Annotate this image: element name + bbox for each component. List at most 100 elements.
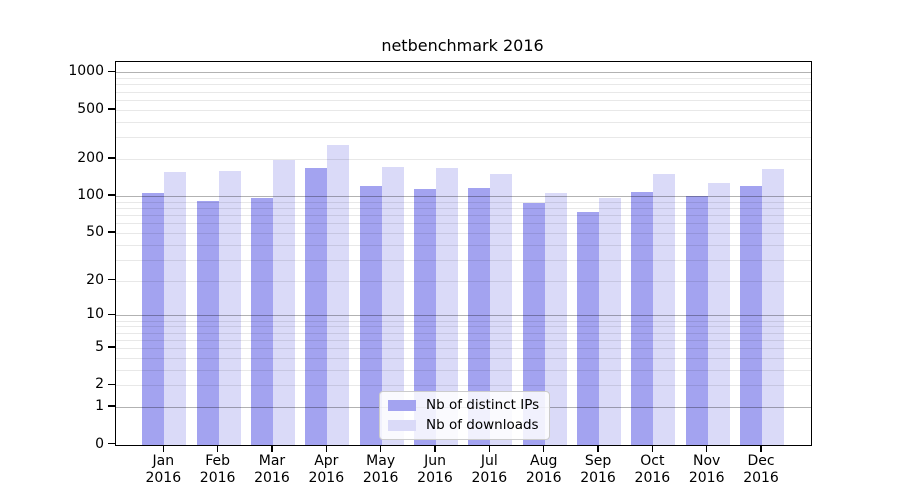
y-tick-label-1: 1 bbox=[95, 398, 104, 415]
y-tick-label-20: 20 bbox=[86, 271, 104, 288]
gridline-8 bbox=[116, 326, 811, 328]
bar-downloads-jan bbox=[164, 172, 187, 445]
x-tick-label-jan: Jan 2016 bbox=[145, 453, 182, 486]
y-tick-label-50: 50 bbox=[86, 223, 104, 240]
x-tick-label-dec: Dec 2016 bbox=[743, 453, 779, 486]
gridline-400 bbox=[116, 121, 811, 123]
y-tick-label-10: 10 bbox=[86, 306, 104, 323]
gridline-2 bbox=[116, 385, 811, 387]
legend-label-distinct-ips: Nb of distinct IPs bbox=[426, 397, 540, 413]
bar-downloads-nov bbox=[707, 183, 730, 445]
gridline-40 bbox=[116, 244, 811, 246]
bar-downloads-oct bbox=[653, 174, 676, 445]
x-tick-mark-jan bbox=[162, 446, 165, 452]
legend-swatch-downloads bbox=[388, 419, 416, 431]
x-tick-label-nov: Nov 2016 bbox=[688, 453, 725, 486]
gridline-7 bbox=[116, 332, 811, 334]
gridline-500 bbox=[116, 109, 811, 111]
y-tick-mark-10 bbox=[108, 313, 115, 316]
x-tick-mark-may bbox=[379, 446, 382, 452]
x-tick-label-jul: Jul 2016 bbox=[471, 453, 508, 486]
bar-downloads-dec bbox=[762, 169, 785, 445]
gridline-700 bbox=[116, 91, 811, 93]
bar-downloads-mar bbox=[272, 159, 295, 445]
gridline-100 bbox=[116, 195, 811, 197]
legend-swatch-distinct-ips bbox=[388, 399, 416, 411]
y-tick-label-0: 0 bbox=[95, 435, 104, 452]
y-tick-mark-100 bbox=[108, 194, 115, 196]
bar-ips-oct bbox=[631, 192, 654, 445]
x-tick-mark-oct bbox=[651, 446, 654, 452]
gridline-600 bbox=[116, 99, 811, 101]
x-tick-mark-apr bbox=[325, 446, 328, 452]
x-tick-label-jun: Jun 2016 bbox=[417, 453, 453, 486]
y-tick-label-1000: 1000 bbox=[68, 63, 104, 80]
gridline-70 bbox=[116, 214, 811, 216]
y-tick-mark-50 bbox=[108, 230, 115, 233]
bars-layer bbox=[116, 62, 811, 445]
x-tick-mark-jul bbox=[488, 446, 491, 452]
y-tick-label-200: 200 bbox=[77, 149, 104, 166]
y-tick-label-2: 2 bbox=[95, 376, 104, 393]
legend-item-downloads: Nb of downloads bbox=[388, 417, 539, 433]
bar-ips-feb bbox=[196, 200, 219, 445]
x-tick-mark-jun bbox=[434, 446, 436, 452]
y-tick-mark-20 bbox=[108, 278, 115, 281]
x-tick-label-feb: Feb 2016 bbox=[199, 453, 236, 486]
gridline-800 bbox=[116, 84, 811, 86]
x-tick-mark-dec bbox=[760, 446, 762, 452]
gridline-3 bbox=[116, 369, 811, 371]
bar-ips-mar bbox=[250, 197, 273, 445]
y-tick-mark-1 bbox=[108, 405, 115, 407]
bar-ips-jan bbox=[142, 192, 165, 445]
x-tick-mark-mar bbox=[271, 446, 273, 452]
y-tick-mark-2 bbox=[108, 383, 115, 386]
y-tick-mark-1000 bbox=[108, 70, 115, 73]
gridline-4 bbox=[116, 357, 811, 359]
gridline-9 bbox=[116, 320, 811, 322]
gridline-5 bbox=[116, 348, 811, 349]
gridline-20 bbox=[116, 280, 811, 282]
gridline-60 bbox=[116, 223, 811, 225]
y-tick-mark-5 bbox=[108, 346, 115, 348]
y-tick-label-500: 500 bbox=[77, 100, 104, 117]
x-tick-mark-feb bbox=[216, 446, 219, 452]
gridline-900 bbox=[116, 78, 811, 80]
plot-area: Nb of distinct IPs Nb of downloads bbox=[115, 61, 812, 446]
legend-label-downloads: Nb of downloads bbox=[426, 417, 539, 433]
x-tick-label-mar: Mar 2016 bbox=[254, 453, 290, 486]
bar-downloads-apr bbox=[327, 144, 350, 445]
gridlines-layer bbox=[116, 62, 811, 445]
bar-ips-nov bbox=[685, 196, 708, 445]
y-tick-mark-200 bbox=[108, 157, 115, 159]
legend-item-distinct-ips: Nb of distinct IPs bbox=[388, 397, 539, 413]
x-tick-mark-nov bbox=[705, 446, 708, 452]
gridline-10 bbox=[116, 315, 811, 317]
y-tick-mark-0 bbox=[108, 442, 115, 445]
gridline-300 bbox=[116, 137, 811, 139]
gridline-90 bbox=[116, 201, 811, 203]
y-tick-label-100: 100 bbox=[77, 186, 104, 203]
x-tick-label-apr: Apr 2016 bbox=[308, 453, 345, 486]
x-tick-label-oct: Oct 2016 bbox=[634, 453, 671, 486]
gridline-6 bbox=[116, 339, 811, 341]
x-tick-mark-sep bbox=[597, 446, 599, 452]
bar-downloads-feb bbox=[218, 170, 241, 445]
chart-title: netbenchmark 2016 bbox=[381, 36, 544, 55]
gridline-1000 bbox=[116, 72, 811, 74]
bar-ips-sep bbox=[577, 211, 600, 445]
bar-ips-apr bbox=[305, 168, 328, 445]
y-tick-label-5: 5 bbox=[95, 339, 104, 355]
x-tick-label-may: May 2016 bbox=[362, 453, 399, 486]
y-tick-mark-500 bbox=[108, 107, 115, 110]
legend: Nb of distinct IPs Nb of downloads bbox=[379, 391, 551, 440]
gridline-200 bbox=[116, 158, 811, 160]
gridline-50 bbox=[116, 232, 811, 234]
x-tick-label-sep: Sep 2016 bbox=[580, 453, 616, 486]
x-tick-mark-aug bbox=[542, 446, 545, 452]
bar-downloads-sep bbox=[599, 197, 622, 445]
gridline-80 bbox=[116, 207, 811, 209]
x-tick-label-aug: Aug 2016 bbox=[525, 453, 562, 486]
bar-ips-dec bbox=[740, 185, 763, 445]
